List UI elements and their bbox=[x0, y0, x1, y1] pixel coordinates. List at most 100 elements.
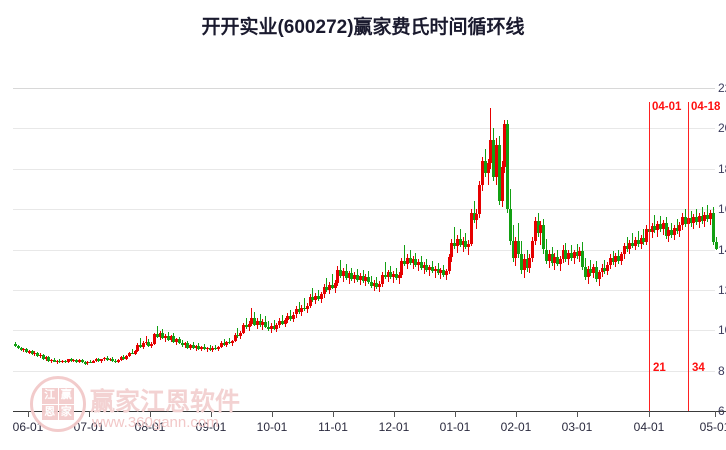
candle-body bbox=[14, 344, 17, 347]
candle-body bbox=[600, 267, 604, 273]
candle-body bbox=[575, 251, 579, 256]
seal-char-2: 恩 bbox=[42, 404, 58, 420]
x-axis-label-03-01: 03-01 bbox=[561, 420, 593, 434]
candle-body bbox=[667, 230, 671, 237]
candle-body bbox=[625, 246, 629, 250]
candle-body bbox=[66, 359, 70, 362]
candle-wick bbox=[267, 320, 269, 332]
candle-body bbox=[489, 140, 493, 163]
candle-wick bbox=[384, 261, 386, 279]
candle-body bbox=[208, 348, 212, 351]
candle-body bbox=[300, 307, 304, 313]
candle-body bbox=[191, 345, 195, 349]
candle-body bbox=[322, 286, 326, 295]
candle-body bbox=[283, 319, 287, 324]
candle-body bbox=[266, 326, 270, 330]
candle-body bbox=[372, 282, 376, 287]
candle-body bbox=[375, 282, 379, 287]
candle-body bbox=[133, 351, 137, 354]
candle-body bbox=[645, 229, 649, 243]
candle-body bbox=[653, 226, 657, 231]
candle-wick bbox=[707, 205, 709, 223]
candle-body bbox=[478, 184, 482, 215]
candle-body bbox=[280, 320, 284, 324]
y-axis-label-10: 10 bbox=[718, 323, 726, 338]
candle-body bbox=[114, 360, 118, 363]
candle-body bbox=[361, 275, 365, 281]
candle-body bbox=[703, 215, 707, 222]
candle-body bbox=[442, 270, 446, 275]
fib-cycle-21-bottom-label: 21 bbox=[653, 362, 666, 374]
candle-body bbox=[272, 325, 276, 329]
candle-body bbox=[216, 346, 220, 350]
candle-body bbox=[89, 361, 93, 363]
candle-body bbox=[556, 256, 560, 264]
candle-wick bbox=[437, 262, 439, 275]
candle-body bbox=[636, 240, 640, 245]
candle-body bbox=[428, 267, 432, 271]
candle-body bbox=[603, 267, 607, 271]
candle-body bbox=[589, 268, 593, 273]
candle-body bbox=[378, 283, 382, 287]
candle-body bbox=[303, 307, 307, 310]
candle-wick bbox=[473, 201, 475, 224]
x-axis-tick-03-01 bbox=[577, 411, 578, 417]
candle-body bbox=[230, 341, 234, 344]
fib-cycle-21-top-label: 04-01 bbox=[652, 101, 682, 113]
candle-body bbox=[264, 322, 268, 327]
candle-body bbox=[180, 343, 184, 346]
candle-body bbox=[481, 160, 485, 185]
candle-body bbox=[58, 360, 62, 363]
candle-body bbox=[116, 360, 120, 362]
candle-body bbox=[125, 356, 129, 359]
candle-body bbox=[278, 320, 282, 325]
candle-body bbox=[27, 351, 31, 353]
candle-body bbox=[709, 213, 712, 220]
candle-body bbox=[194, 346, 198, 349]
seal-grid: 江 赢 恩 家 bbox=[42, 388, 74, 420]
candle-body bbox=[522, 258, 526, 270]
y-axis-label-16: 16 bbox=[718, 202, 726, 217]
candle-body bbox=[364, 277, 368, 281]
candle-body bbox=[514, 241, 518, 258]
candle-body bbox=[72, 359, 76, 361]
candle-body bbox=[628, 243, 632, 250]
candle-body bbox=[286, 316, 290, 320]
candle-body bbox=[453, 243, 457, 247]
candle-wick bbox=[140, 338, 142, 349]
candle-body bbox=[297, 309, 301, 313]
x-axis-label-08-01: 08-01 bbox=[134, 420, 166, 434]
candle-body bbox=[203, 347, 207, 350]
candle-body bbox=[155, 334, 159, 337]
candle-body bbox=[464, 241, 468, 248]
candle-body bbox=[367, 277, 371, 282]
candle-body bbox=[714, 242, 718, 250]
candle-wick bbox=[131, 349, 133, 355]
candle-wick bbox=[604, 259, 606, 274]
candle-body bbox=[30, 351, 34, 355]
candle-wick bbox=[590, 259, 592, 276]
candle-body bbox=[172, 336, 176, 343]
x-axis-label-12-01: 12-01 bbox=[378, 420, 410, 434]
candle-body bbox=[436, 268, 440, 273]
candle-body bbox=[439, 270, 443, 273]
candle-body bbox=[80, 360, 84, 363]
candle-body bbox=[606, 264, 610, 271]
candle-wick bbox=[459, 229, 461, 248]
fib-cycle-21 bbox=[649, 102, 650, 411]
candle-body bbox=[586, 268, 590, 277]
x-axis-tick-10-01 bbox=[272, 411, 273, 417]
candle-wick bbox=[368, 270, 370, 284]
candle-body bbox=[433, 268, 437, 271]
candle-body bbox=[444, 271, 448, 275]
candle-body bbox=[25, 349, 29, 353]
candle-body bbox=[77, 360, 81, 362]
candle-body bbox=[183, 343, 187, 346]
candle-body bbox=[330, 284, 334, 288]
candle-body bbox=[675, 228, 679, 232]
candle-body bbox=[550, 253, 554, 263]
candle-body bbox=[664, 223, 668, 237]
candle-body bbox=[564, 249, 568, 259]
candle-body bbox=[211, 347, 215, 351]
candle-body bbox=[369, 281, 373, 287]
